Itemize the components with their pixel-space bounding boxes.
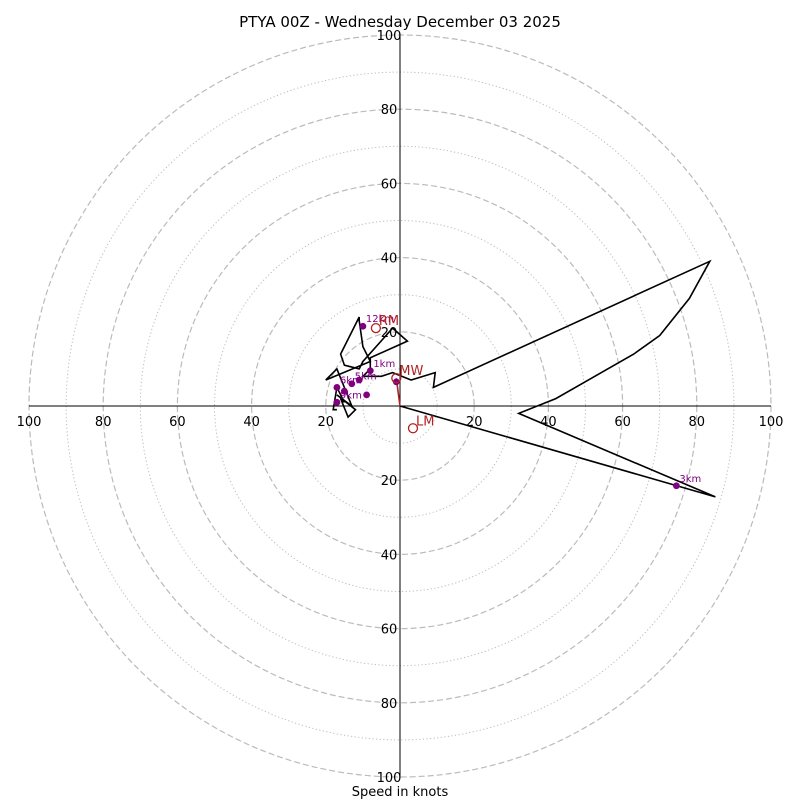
height-marker	[672, 482, 680, 490]
y-tick-label: 80	[381, 697, 398, 712]
storm-motion-label: MW	[399, 364, 423, 379]
height-marker-label: 12km	[366, 314, 394, 325]
y-tick-label: 100	[377, 771, 402, 786]
storm-motion-label: RM	[379, 314, 399, 329]
height-marker	[392, 378, 400, 386]
height-marker	[340, 387, 348, 395]
x-tick-label: 60	[614, 415, 631, 430]
height-marker	[366, 367, 374, 375]
y-tick-label: 20	[381, 474, 398, 489]
y-tick-label: 60	[381, 623, 398, 638]
x-tick-label: 80	[95, 415, 112, 430]
height-marker	[333, 384, 341, 391]
x-tick-label: 80	[689, 415, 706, 430]
height-marker	[359, 322, 367, 330]
x-tick-label: 40	[243, 415, 260, 430]
x-tick-label: 60	[169, 415, 186, 430]
x-tick-labels: 100 80 60 40 20 20 40 60 80 100	[17, 415, 784, 430]
height-marker	[355, 376, 363, 384]
y-tick-label: 40	[381, 252, 398, 267]
height-marker-label: 6km	[340, 375, 362, 386]
height-marker-label: 1km	[373, 359, 395, 370]
height-marker-label: 5km	[355, 372, 377, 383]
height-marker	[348, 380, 356, 388]
chart-title: PTYA 00Z - Wednesday December 03 2025	[239, 13, 561, 31]
height-marker-label: 9km	[340, 390, 362, 401]
x-tick-label: 40	[540, 415, 557, 430]
y-tick-label: 40	[381, 548, 398, 563]
height-marker	[333, 398, 341, 406]
x-tick-label: 100	[759, 415, 784, 430]
storm-motion-label: LM	[416, 414, 434, 429]
y-tick-label: 100	[377, 29, 402, 44]
y-tick-label: 80	[381, 103, 398, 118]
x-axis-label: Speed in knots	[352, 785, 449, 800]
height-marker	[363, 391, 371, 399]
storm-motion-markers: RM LM MW	[370, 314, 434, 434]
hodograph-trace	[325, 259, 716, 498]
storm-motion-marker	[407, 423, 419, 434]
y-tick-label: 60	[381, 177, 398, 192]
storm-motion-marker	[391, 373, 402, 384]
storm-motion-marker	[370, 322, 382, 334]
x-tick-label: 20	[318, 415, 335, 430]
x-tick-label: 100	[17, 415, 42, 430]
height-marker-label: 3km	[679, 474, 701, 485]
trace-group	[325, 259, 716, 498]
